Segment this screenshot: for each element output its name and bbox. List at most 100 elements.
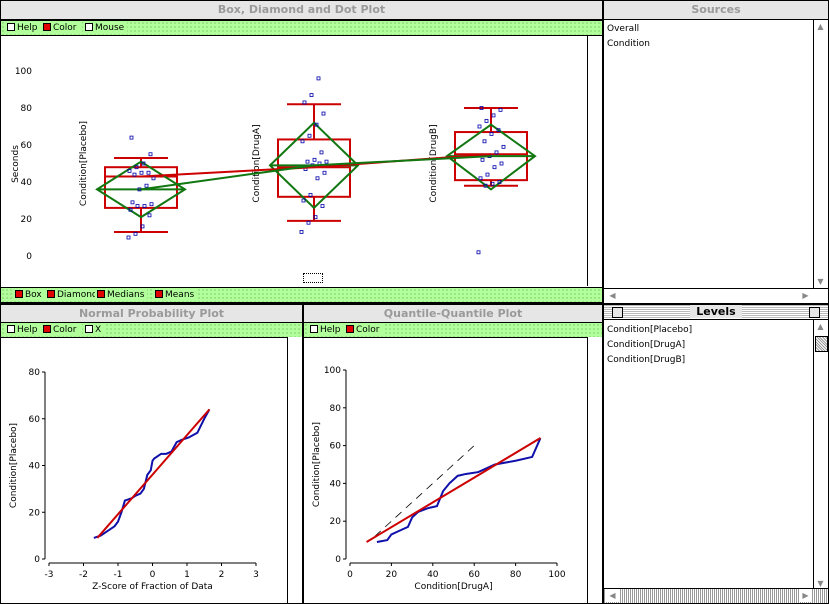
color-checkbox[interactable]: Color xyxy=(41,22,80,34)
normal-color-check-icon[interactable] xyxy=(43,325,51,333)
window-title: Box, Diamond and Dot Plot xyxy=(211,3,392,16)
qq-vscroll[interactable] xyxy=(587,337,602,603)
data-point xyxy=(151,176,156,181)
x-tick-label: -1 xyxy=(114,570,123,580)
normal-toolbar: Help Color X xyxy=(1,322,302,338)
normal-probability-chart: -3 -2 -1 0 1 2 3 0 20 40 60 80 Z-Score of Fraction o… xyxy=(9,368,259,592)
y-tick-label: 100 xyxy=(324,366,341,376)
box-plot-vscroll[interactable] xyxy=(587,36,602,286)
sources-hscroll[interactable]: ◀ ▶ xyxy=(604,288,828,303)
diamond-check-icon[interactable] xyxy=(47,290,55,298)
box-plot-toolbar: Help Color Mouse xyxy=(1,20,602,36)
data-point xyxy=(140,224,145,229)
x-tick-label: 40 xyxy=(427,570,439,580)
levels-scroll-right-icon[interactable]: ▶ xyxy=(799,589,812,602)
x-tick-label: 2 xyxy=(219,570,225,580)
level-item-druga[interactable]: Condition[DrugA] xyxy=(607,340,686,350)
qq-color-checkbox[interactable]: Color xyxy=(344,324,383,336)
y-axis-label: Condition[Placebo] xyxy=(312,422,322,507)
y-tick-label: 100 xyxy=(15,67,32,77)
medians-check-icon[interactable] xyxy=(97,290,105,298)
sources-titlebar[interactable]: Sources xyxy=(604,1,828,20)
drag-handle[interactable] xyxy=(303,273,323,283)
data-point xyxy=(141,161,146,166)
levels-titlebar[interactable]: Levels xyxy=(604,305,828,320)
data-point xyxy=(127,168,132,173)
help-check-icon[interactable] xyxy=(7,23,15,31)
box-diamond-dot-chart: 0 20 40 60 80 100 Seconds Condition[Placebo] Con… xyxy=(11,67,537,262)
x-tick-label: 1 xyxy=(184,570,190,580)
normal-color-checkbox[interactable]: Color xyxy=(41,324,80,336)
x-tick-label: -2 xyxy=(79,570,88,580)
data-point xyxy=(315,176,320,181)
x-axis-label: Condition[DrugA] xyxy=(414,582,492,592)
normal-vscroll[interactable] xyxy=(287,337,302,603)
x-tick-label: 3 xyxy=(253,570,259,580)
qq-color-check-icon[interactable] xyxy=(346,325,354,333)
scroll-up-icon[interactable]: ▲ xyxy=(817,22,824,31)
x-tick-label: 60 xyxy=(468,570,480,580)
qq-toolbar: Help Color xyxy=(304,322,602,338)
data-point xyxy=(497,180,502,184)
box-plot-titlebar[interactable]: Box, Diamond and Dot Plot xyxy=(1,1,602,20)
y-tick-label: 20 xyxy=(29,508,41,518)
means-check-icon[interactable] xyxy=(155,290,163,298)
help-checkbox[interactable]: Help xyxy=(5,22,41,34)
levels-scroll-left-icon[interactable]: ◀ xyxy=(606,589,619,602)
box xyxy=(104,166,178,209)
color-check-icon[interactable] xyxy=(43,23,51,31)
level-item-drugb[interactable]: Condition[DrugB] xyxy=(607,355,686,365)
box-check-icon[interactable] xyxy=(15,290,23,298)
levels-scroll-down-icon[interactable]: ▼ xyxy=(817,579,824,588)
data-point xyxy=(301,198,306,203)
scroll-down-icon[interactable]: ▼ xyxy=(817,277,824,286)
level-item-placebo[interactable]: Condition[Placebo] xyxy=(607,325,693,335)
data-point xyxy=(147,213,152,218)
data-point xyxy=(322,170,327,175)
diamond-checkbox[interactable]: Diamond xyxy=(45,289,101,301)
zoom-box-icon[interactable] xyxy=(809,307,820,318)
data-point xyxy=(324,159,329,164)
levels-hscroll[interactable]: ◀ ▶ xyxy=(604,588,828,603)
levels-window: Levels Condition[Placebo] Condition[Drug… xyxy=(603,304,829,604)
scroll-right-icon[interactable]: ▶ xyxy=(802,291,809,300)
levels-title: Levels xyxy=(690,305,742,318)
y-tick-label: 80 xyxy=(29,368,41,378)
qq-help-checkbox[interactable]: Help xyxy=(308,324,344,336)
data-point xyxy=(484,119,489,123)
group-label: Condition[Placebo] xyxy=(79,121,89,206)
data-point xyxy=(144,183,149,188)
box-checkbox[interactable]: Box xyxy=(13,289,45,301)
medians-checkbox[interactable]: Medians xyxy=(95,289,148,301)
data-point xyxy=(128,207,133,212)
mouse-checkbox[interactable]: Mouse xyxy=(83,22,128,34)
normal-help-check-icon[interactable] xyxy=(7,325,15,333)
data-point xyxy=(479,106,484,110)
close-box-icon[interactable] xyxy=(612,307,623,318)
means-checkbox[interactable]: Means xyxy=(153,289,198,301)
qq-help-check-icon[interactable] xyxy=(310,325,318,333)
data-point xyxy=(496,128,501,133)
data-point xyxy=(126,235,131,240)
levels-vscroll[interactable]: ▲ ▼ xyxy=(813,320,828,590)
levels-scroll-thumb[interactable] xyxy=(815,336,828,352)
data-point xyxy=(299,230,304,234)
normal-x-check-icon[interactable] xyxy=(85,325,93,333)
data-point xyxy=(313,215,318,220)
data-point xyxy=(130,200,135,205)
mouse-check-icon[interactable] xyxy=(85,23,93,31)
data-point xyxy=(129,135,134,140)
levels-scroll-up-icon[interactable]: ▲ xyxy=(817,322,824,331)
data-point xyxy=(302,100,307,105)
data-point xyxy=(134,165,139,170)
data-point xyxy=(306,220,311,225)
data-point xyxy=(314,122,319,127)
scroll-left-icon[interactable]: ◀ xyxy=(609,291,616,300)
source-item-overall[interactable]: Overall xyxy=(607,24,640,34)
sources-vscroll[interactable]: ▲ ▼ xyxy=(813,20,828,288)
source-item-condition[interactable]: Condition xyxy=(607,39,650,49)
data-point xyxy=(476,250,481,255)
y-tick-label: 20 xyxy=(21,215,33,225)
normal-x-checkbox[interactable]: X xyxy=(83,324,105,336)
normal-help-checkbox[interactable]: Help xyxy=(5,324,41,336)
